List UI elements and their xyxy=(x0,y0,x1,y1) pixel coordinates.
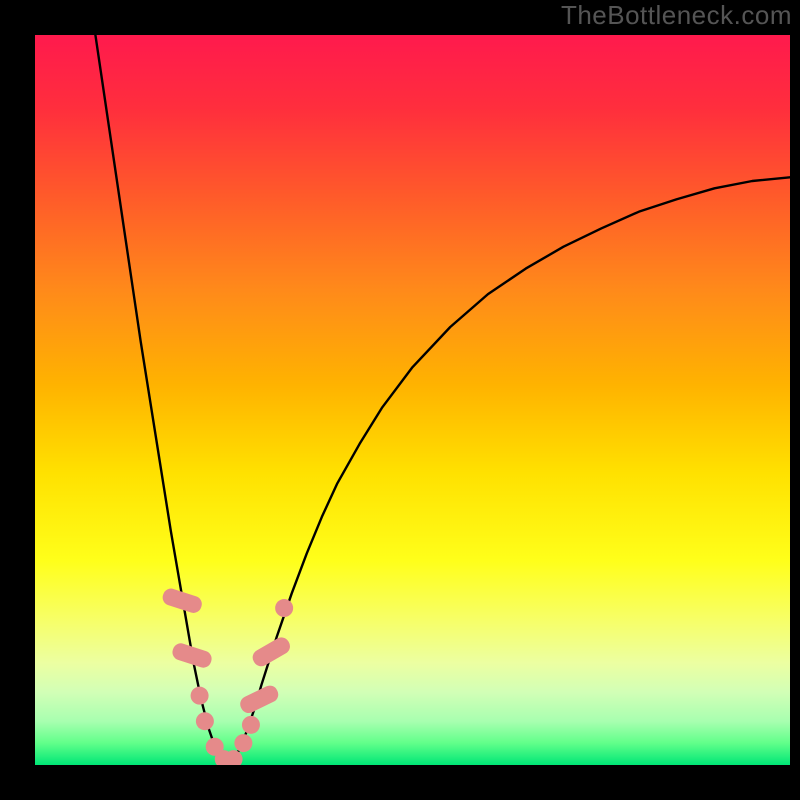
marker-pill xyxy=(250,634,293,669)
chart-container: TheBottleneck.com xyxy=(0,0,800,800)
marker-pill xyxy=(170,641,213,670)
marker-dot xyxy=(242,716,260,734)
watermark-text: TheBottleneck.com xyxy=(561,0,792,31)
marker-dot xyxy=(191,687,209,705)
marker-dot xyxy=(275,599,293,617)
plot-svg xyxy=(35,35,790,765)
gradient-plot-area xyxy=(35,35,790,765)
marker-dot xyxy=(196,712,214,730)
marker-dot xyxy=(234,734,252,752)
marker-pill xyxy=(238,683,281,716)
